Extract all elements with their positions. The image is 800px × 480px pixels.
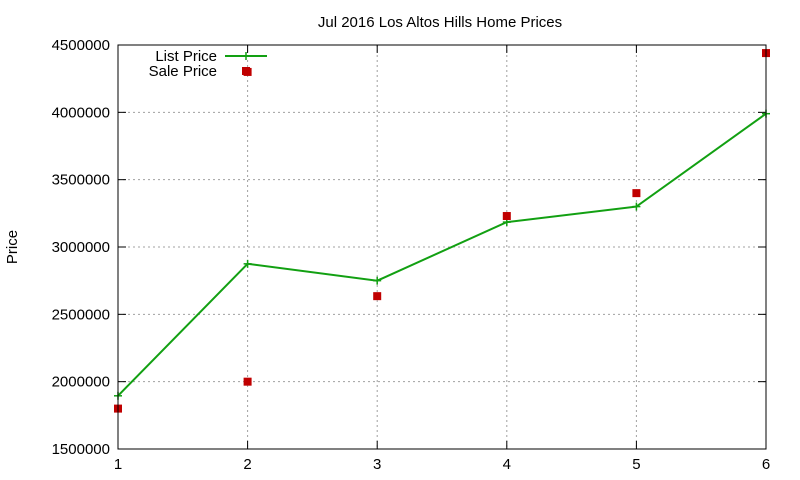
x-tick-label: 5 (632, 456, 640, 473)
y-tick-label: 4000000 (52, 104, 110, 121)
plot-border (117, 44, 767, 450)
y-tick-label: 3500000 (52, 172, 110, 189)
x-tick-label: 1 (114, 456, 122, 473)
data-point-sale-price (243, 377, 252, 386)
x-tick-label: 6 (762, 456, 770, 473)
y-axis-label: Price (4, 230, 21, 264)
data-point-sale-price (373, 292, 382, 301)
legend-marker-sale-price (242, 67, 250, 75)
data-point-list-price (632, 202, 641, 211)
legend-marker-list-price (242, 52, 250, 60)
series-line-list-price (117, 112, 767, 397)
series-layer (114, 49, 770, 413)
legend-label-list-price: List Price (155, 48, 217, 65)
y-tick-label: 3000000 (52, 239, 110, 256)
grid (118, 45, 766, 449)
legend-label-sale-price: Sale Price (149, 63, 217, 80)
data-point-sale-price (632, 189, 641, 198)
data-point-list-price (243, 259, 252, 268)
data-point-sale-price (502, 212, 511, 221)
y-tick-label: 1500000 (52, 441, 110, 458)
x-tick-label: 2 (243, 456, 251, 473)
legend: List Price Sale Price (149, 48, 267, 80)
y-tick-label: 4500000 (52, 37, 110, 54)
x-tick-label: 4 (503, 456, 511, 473)
legend-plus-icon (242, 52, 250, 60)
chart-title: Jul 2016 Los Altos Hills Home Prices (318, 14, 562, 31)
y-tick-label: 2000000 (52, 374, 110, 391)
x-tick-label: 3 (373, 456, 381, 473)
y-tick-label: 2500000 (52, 306, 110, 323)
data-point-list-price (373, 276, 382, 285)
axis-ticks: 1500000 2000000 2500000 3000000 3500000 40000… (52, 37, 771, 473)
